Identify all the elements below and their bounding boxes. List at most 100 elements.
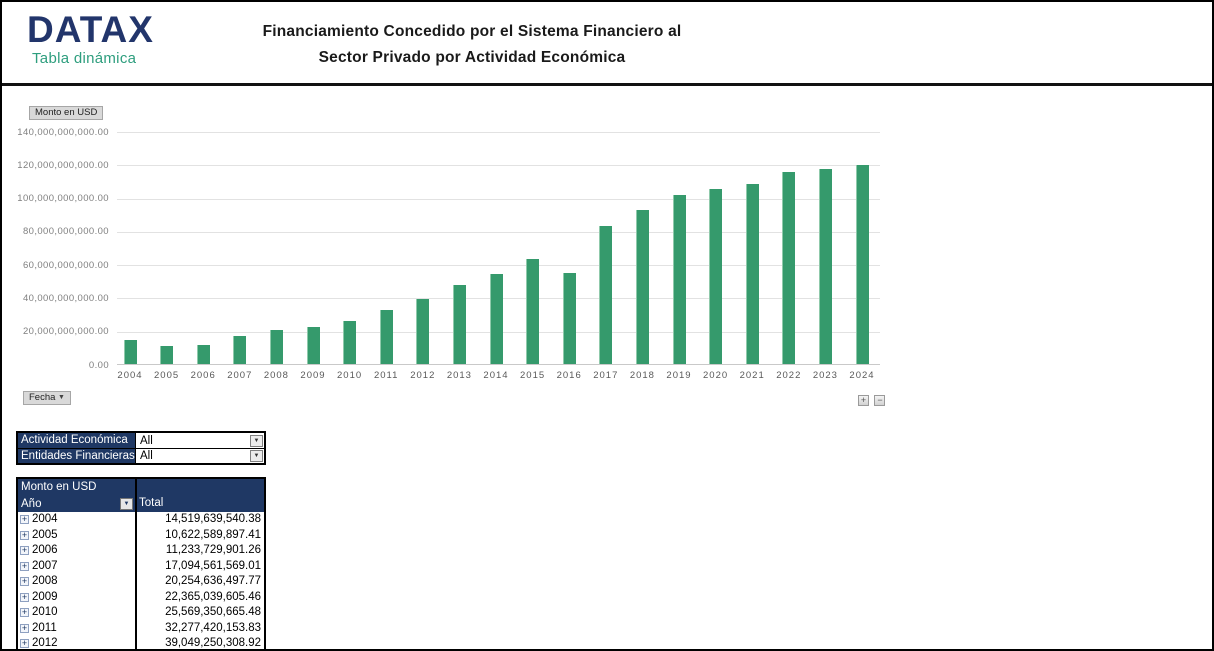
bar-2015 — [526, 258, 540, 364]
year-label: 2008 — [32, 575, 58, 588]
bar-2021 — [745, 183, 759, 364]
x-axis-tick-label: 2023 — [812, 370, 838, 381]
pivot-total-header: Total — [135, 496, 264, 512]
value-field-label: Monto en USD — [35, 107, 98, 118]
x-axis-tick-label: 2006 — [190, 370, 216, 381]
x-axis-tick-label: 2007 — [227, 370, 253, 381]
filter-selected-value: All — [140, 434, 153, 447]
table-row-2007: +2007 17,094,561,569.01 — [18, 558, 264, 574]
year-label: 2006 — [32, 544, 58, 557]
dropdown-arrow-icon[interactable]: ▼ — [250, 450, 263, 462]
x-axis-tick-label: 2020 — [703, 370, 729, 381]
expand-icon[interactable]: + — [20, 622, 29, 633]
x-axis-tick-label: 2013 — [446, 370, 472, 381]
gridline — [117, 265, 880, 267]
page-title-line2: Sector Privado por Actividad Económica — [318, 49, 626, 66]
x-axis-tick-label: 2012 — [410, 370, 436, 381]
total-value: 10,622,589,897.41 — [135, 527, 264, 543]
bar-2004 — [123, 339, 137, 364]
filter-value-actividad[interactable]: All ▼ — [135, 433, 264, 448]
page-title: Financiamiento Concedido por el Sistema … — [232, 19, 712, 71]
value-field-button[interactable]: Monto en USD — [29, 106, 104, 120]
bar-2011 — [379, 310, 393, 364]
year-label: 2005 — [32, 528, 58, 541]
year-label: 2011 — [32, 621, 57, 634]
expand-icon[interactable]: + — [20, 638, 29, 649]
axis-field-button[interactable]: Fecha ▼ — [23, 391, 71, 405]
pivot-header-columns: Año ▼ Total — [18, 496, 264, 512]
gridline — [117, 231, 880, 233]
row-filter-arrow-icon[interactable]: ▼ — [120, 498, 133, 510]
table-row-2011: +2011 32,277,420,153.83 — [18, 620, 264, 636]
bar-2013 — [452, 285, 466, 364]
y-axis-tick-label: 0.00 — [88, 359, 109, 371]
bar-2017 — [599, 225, 613, 364]
y-axis-tick-label: 40,000,000,000.00 — [22, 292, 109, 304]
bar-2006 — [196, 345, 210, 364]
zoom-out-button[interactable]: − — [874, 395, 886, 406]
year-label: 2009 — [32, 590, 58, 603]
x-axis-tick-label: 2018 — [629, 370, 655, 381]
pivot-header-spacer — [135, 479, 264, 496]
header: DATAX Tabla dinámica Financiamiento Conc… — [2, 2, 1212, 86]
x-axis-tick-label: 2019 — [666, 370, 692, 381]
table-row-2012: +2012 39,049,250,308.92 — [18, 636, 264, 650]
total-value: 22,365,039,605.46 — [135, 589, 264, 605]
bar-2012 — [416, 299, 430, 364]
bar-2024 — [855, 165, 869, 364]
x-axis-tick-label: 2011 — [373, 370, 399, 381]
gridline — [117, 132, 880, 133]
bar-2022 — [782, 171, 796, 364]
bar-2023 — [818, 169, 832, 364]
bar-2005 — [160, 346, 174, 364]
bar-2018 — [635, 209, 649, 364]
x-axis-tick-label: 2024 — [849, 370, 875, 381]
x-axis-tick-label: 2021 — [739, 370, 765, 381]
table-row-2005: +2005 10,622,589,897.41 — [18, 527, 264, 543]
total-value: 17,094,561,569.01 — [135, 558, 264, 574]
table-row-2004: +2004 14,519,639,540.38 — [18, 512, 264, 528]
x-axis-tick-label: 2004 — [117, 370, 143, 381]
x-axis-tick-label: 2015 — [520, 370, 546, 381]
expand-icon[interactable]: + — [20, 591, 29, 602]
table-row-2010: +2010 25,569,350,665.48 — [18, 605, 264, 621]
pivot-row-header: Año ▼ — [18, 496, 135, 512]
expand-icon[interactable]: + — [20, 545, 29, 556]
table-row-2008: +2008 20,254,636,497.77 — [18, 574, 264, 590]
gridline — [117, 198, 880, 200]
datax-logo: DATAX — [27, 9, 154, 50]
year-label: 2012 — [32, 637, 58, 650]
year-label: 2004 — [32, 513, 58, 526]
pivot-table: Monto en USD Año ▼ Total +2004 14,519,63… — [16, 477, 266, 650]
bar-2010 — [343, 321, 357, 364]
y-axis-tick-label: 120,000,000,000.00 — [17, 159, 109, 171]
total-value: 25,569,350,665.48 — [135, 605, 264, 621]
year-label: 2010 — [32, 606, 58, 619]
expand-icon[interactable]: + — [20, 607, 29, 618]
total-value: 14,519,639,540.38 — [135, 512, 264, 528]
bar-2008 — [269, 330, 283, 364]
expand-icon[interactable]: + — [20, 529, 29, 540]
total-value: 20,254,636,497.77 — [135, 574, 264, 590]
expand-icon[interactable]: + — [20, 576, 29, 587]
axis-field-label: Fecha — [29, 392, 56, 403]
x-axis-tick-label: 2017 — [593, 370, 619, 381]
x-axis-tick-label: 2016 — [556, 370, 582, 381]
x-axis-tick-label: 2022 — [776, 370, 802, 381]
x-axis-tick-label: 2010 — [337, 370, 363, 381]
total-value: 32,277,420,153.83 — [135, 620, 264, 636]
zoom-in-button[interactable]: + — [858, 395, 869, 406]
y-axis-tick-label: 140,000,000,000.00 — [17, 126, 109, 138]
bar-chart: 140,000,000,000.00 120,000,000,000.00 100,… — [17, 127, 880, 381]
bar-2019 — [672, 194, 686, 364]
page-title-line1: Financiamiento Concedido por el Sistema … — [262, 23, 682, 40]
filter-row-actividad: Actividad Económica All ▼ — [18, 433, 264, 448]
filter-panel: Actividad Económica All ▼ Entidades Fina… — [16, 431, 266, 465]
expand-icon[interactable]: + — [20, 514, 29, 525]
dropdown-arrow-icon[interactable]: ▼ — [250, 434, 263, 447]
bar-2009 — [306, 326, 320, 364]
filter-label-entidades: Entidades Financieras — [18, 449, 135, 463]
filter-value-entidades[interactable]: All ▼ — [135, 449, 264, 463]
expand-icon[interactable]: + — [20, 560, 29, 571]
